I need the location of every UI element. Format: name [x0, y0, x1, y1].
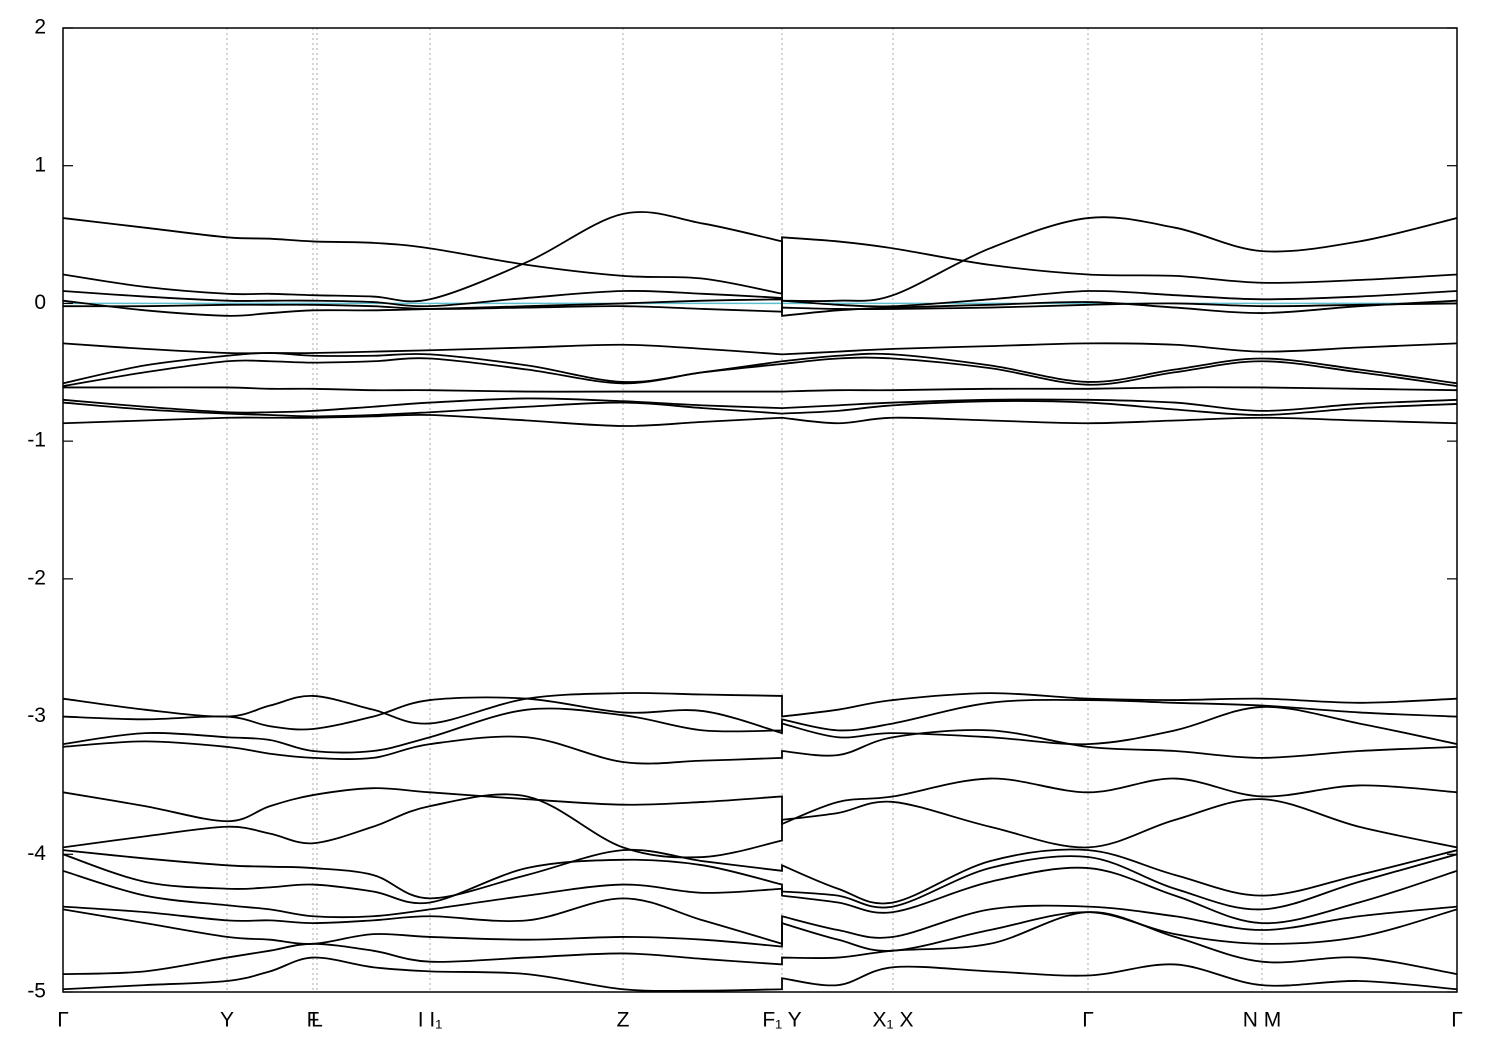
band-line: [63, 397, 1457, 414]
band-line: [63, 290, 1457, 308]
band-line: [63, 413, 1457, 427]
x-tick-label: I I₁: [418, 1009, 443, 1032]
y-tick-label: -2: [27, 566, 46, 589]
x-tick-label: X₁ X: [873, 1009, 914, 1032]
x-tick-label: Γ: [57, 1009, 69, 1032]
band-line: [63, 692, 1457, 725]
x-tick-label: Y: [220, 1009, 234, 1032]
band-line: [63, 853, 1457, 911]
x-tick-label: F: [307, 1009, 320, 1032]
x-tick-label: Γ: [1451, 1009, 1463, 1032]
bands: [63, 211, 1457, 992]
band-line: [63, 793, 1457, 859]
x-tick-label: N M: [1243, 1009, 1282, 1032]
band-line: [63, 352, 1457, 385]
grid: [226, 28, 1263, 992]
plot-frame: [62, 27, 1458, 993]
band-line: [63, 298, 1457, 317]
band-line: [63, 911, 1457, 975]
y-tick-label: -5: [27, 980, 46, 1003]
band-line: [63, 211, 1457, 303]
y-tick-label: 1: [34, 153, 46, 176]
y-tick-label: -1: [27, 429, 46, 452]
ticks: -5 -4 -3 -2 -1 0 1 2 Γ Y FL I I₁ Z F₁ Y X₁ X Γ N M Γ: [27, 16, 1462, 1032]
band-line: [63, 706, 1457, 754]
band-line: [63, 908, 1457, 952]
band-line: [63, 777, 1457, 826]
x-tick-label: L: [311, 1009, 323, 1032]
band-line: [63, 356, 1457, 387]
y-tick-label: 2: [34, 16, 46, 39]
band-line: [63, 302, 1457, 313]
y-tick-label: -3: [27, 704, 46, 727]
band-line: [63, 400, 1457, 418]
x-tick-label: Γ: [1082, 1009, 1094, 1032]
y-tick-label: -4: [27, 842, 46, 865]
y-tick-label: 0: [34, 291, 46, 314]
band-line: [63, 866, 1457, 925]
band-line: [63, 848, 1457, 905]
band-line: [63, 897, 1457, 946]
band-line: [63, 217, 1457, 295]
band-line: [63, 956, 1457, 992]
x-tick-label: F₁ Y: [762, 1009, 801, 1032]
band-line: [63, 729, 1457, 765]
band-line: [63, 386, 1457, 393]
x-tick-label: Z: [617, 1009, 630, 1032]
band-line: [63, 696, 1457, 735]
